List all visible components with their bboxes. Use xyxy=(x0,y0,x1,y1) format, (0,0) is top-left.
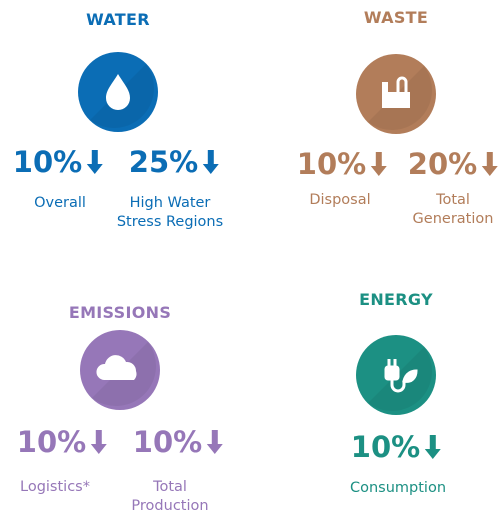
metric-label: Consumption xyxy=(349,480,447,496)
metric-number: 10% xyxy=(12,145,83,179)
down-arrow xyxy=(371,152,388,176)
metric-label: Overall xyxy=(34,195,86,211)
metric-label: Total Generation xyxy=(412,192,494,227)
metric-label: High Water Stress Regions xyxy=(116,195,224,230)
down-arrow xyxy=(87,150,104,174)
metric-number: 10% xyxy=(296,147,367,181)
icon xyxy=(356,54,436,134)
metric-value: 20% xyxy=(407,147,499,181)
down-arrow xyxy=(91,430,108,454)
metric-number: 10% xyxy=(16,425,87,459)
section-icon xyxy=(356,335,436,415)
icon xyxy=(356,335,436,415)
metric-value: 10% xyxy=(12,145,104,179)
metric-value: 25% xyxy=(128,145,220,179)
down-arrow xyxy=(425,435,442,459)
down-arrow xyxy=(207,430,224,454)
metric-number: 10% xyxy=(132,425,203,459)
section-title: ENERGY xyxy=(359,290,433,309)
metric-number: 20% xyxy=(407,147,478,181)
section-icon xyxy=(78,52,158,132)
section-title: WATER xyxy=(86,10,150,29)
section-icon xyxy=(356,54,436,134)
section-title: WASTE xyxy=(363,8,429,27)
metric-value: 10% xyxy=(296,147,388,181)
metric-value: 10% xyxy=(16,425,108,459)
metric-number: 10% xyxy=(350,430,421,464)
icon xyxy=(78,52,158,132)
metric-label: Disposal xyxy=(309,192,371,208)
metric-label: Logistics* xyxy=(20,479,90,495)
metric-number: 25% xyxy=(128,145,199,179)
down-arrow xyxy=(203,150,220,174)
section-icon xyxy=(80,330,160,410)
icon xyxy=(80,330,160,410)
metric-label: Total Production xyxy=(131,479,209,514)
metric-value: 10% xyxy=(132,425,224,459)
section-title: EMISSIONS xyxy=(68,303,172,322)
down-arrow xyxy=(482,152,499,176)
metric-value: 10% xyxy=(350,430,442,464)
